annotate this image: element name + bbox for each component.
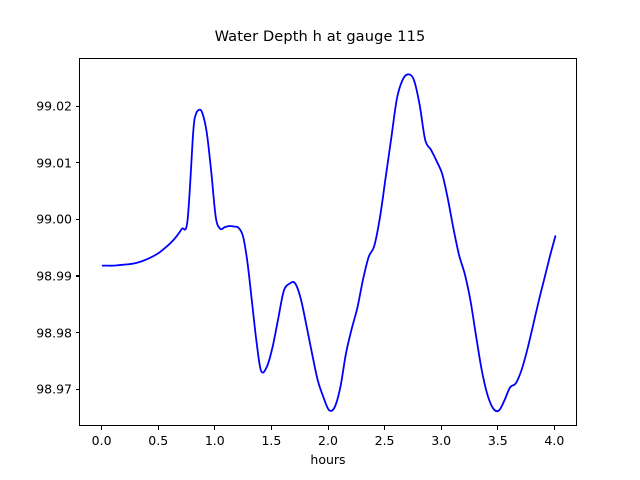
x-tick-mark bbox=[440, 426, 442, 430]
x-tick-label: 0.0 bbox=[91, 433, 112, 448]
y-tick-label: 99.01 bbox=[36, 155, 72, 171]
y-tick-label: 98.98 bbox=[36, 325, 72, 341]
y-tick-mark bbox=[75, 105, 79, 107]
x-tick-label: 0.5 bbox=[148, 433, 169, 448]
y-tick-mark bbox=[75, 332, 79, 334]
x-tick-mark bbox=[101, 426, 103, 430]
x-tick-mark bbox=[497, 426, 499, 430]
x-tick-mark bbox=[553, 426, 555, 430]
line-series-h bbox=[101, 73, 557, 413]
x-tick-mark bbox=[270, 426, 272, 430]
x-tick-label: 1.5 bbox=[261, 433, 282, 448]
y-tick-mark bbox=[75, 275, 79, 277]
data-series-svg bbox=[101, 73, 557, 413]
y-tick-label: 98.97 bbox=[36, 381, 72, 397]
y-tick-label: 99.00 bbox=[36, 211, 72, 227]
x-tick-label: 2.0 bbox=[318, 433, 338, 448]
x-tick-label: 1.0 bbox=[204, 433, 225, 448]
x-tick-label: 2.5 bbox=[374, 433, 395, 448]
y-tick-mark bbox=[75, 388, 79, 390]
x-tick-mark bbox=[214, 426, 216, 430]
x-tick-label: 4.0 bbox=[544, 433, 565, 448]
y-tick-label: 99.02 bbox=[36, 98, 72, 114]
x-tick-mark bbox=[384, 426, 386, 430]
plot-area bbox=[79, 58, 577, 426]
x-tick-label: 3.5 bbox=[487, 433, 508, 448]
x-axis-label: hours bbox=[310, 452, 346, 467]
y-tick-mark bbox=[75, 218, 79, 220]
x-tick-mark bbox=[327, 426, 329, 430]
y-tick-mark bbox=[75, 162, 79, 164]
chart-title: Water Depth h at gauge 115 bbox=[214, 28, 426, 45]
x-tick-label: 3.0 bbox=[431, 433, 452, 448]
y-tick-label: 98.99 bbox=[36, 268, 72, 284]
x-tick-mark bbox=[157, 426, 159, 430]
